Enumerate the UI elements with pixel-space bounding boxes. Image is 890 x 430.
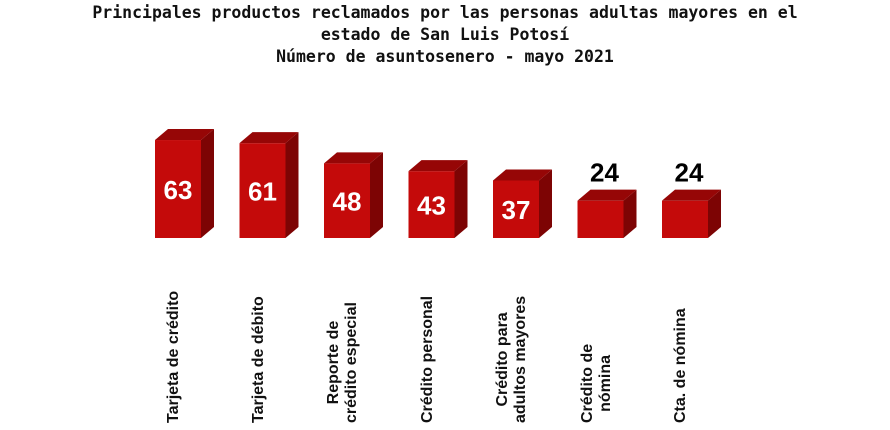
category-label-7: Cta. de nómina [672,308,689,423]
bar-1: 63 [155,129,214,238]
value-label-2: 61 [248,177,277,207]
bar-2: 61 [239,132,299,238]
bar-front-3 [324,163,370,238]
category-label-4: Crédito personal [418,295,436,423]
bar-top-4 [408,160,468,172]
title-line-1: Principales productos reclamados por las… [92,3,798,22]
value-label-4: 43 [417,191,446,221]
bar-top-1 [155,129,214,141]
category-label-5: Crédito para adultos mayores [494,295,529,423]
bar-side-7 [708,189,721,238]
bar-front-1 [155,140,201,238]
bar-5: 37 [493,169,552,238]
category-label-3: Reporte de crédito especial [325,302,360,423]
bar-6: 24 [577,158,637,238]
bar-front-4 [408,171,455,238]
bar-side-3 [370,152,383,238]
bar-top-3 [324,152,383,164]
title-line-2: estado de San Luis Potosí [320,25,570,44]
category-label-6: Crédito de nómina [578,343,614,423]
bar-top-7 [662,189,721,201]
bar-side-4 [454,160,468,238]
bar-4: 43 [408,160,468,238]
value-label-1: 63 [164,175,193,205]
bar-3: 48 [324,152,383,238]
value-label-7: 24 [675,158,704,188]
bar-side-2 [285,132,299,238]
bar-front-5 [493,180,539,238]
bar-top-2 [239,132,299,144]
bar-front-2 [239,143,286,238]
bar-front-7 [662,200,708,238]
bar-side-1 [201,129,214,238]
value-label-6: 24 [590,158,619,188]
title-line-3: Número de asuntosenero - mayo 2021 [276,47,614,66]
bar-7: 24 [662,158,721,238]
bar-top-5 [493,169,552,181]
category-label-2: Tarjeta de débito [249,296,267,423]
bar-side-5 [539,169,552,238]
chart-title: Principales productos reclamados por las… [0,2,890,68]
value-label-5: 37 [502,195,531,225]
bar-side-6 [623,189,637,238]
bar-top-6 [577,189,637,201]
bar-front-6 [577,200,624,238]
category-label-1: Tarjeta de crédito [165,290,182,423]
value-label-3: 48 [333,187,362,217]
